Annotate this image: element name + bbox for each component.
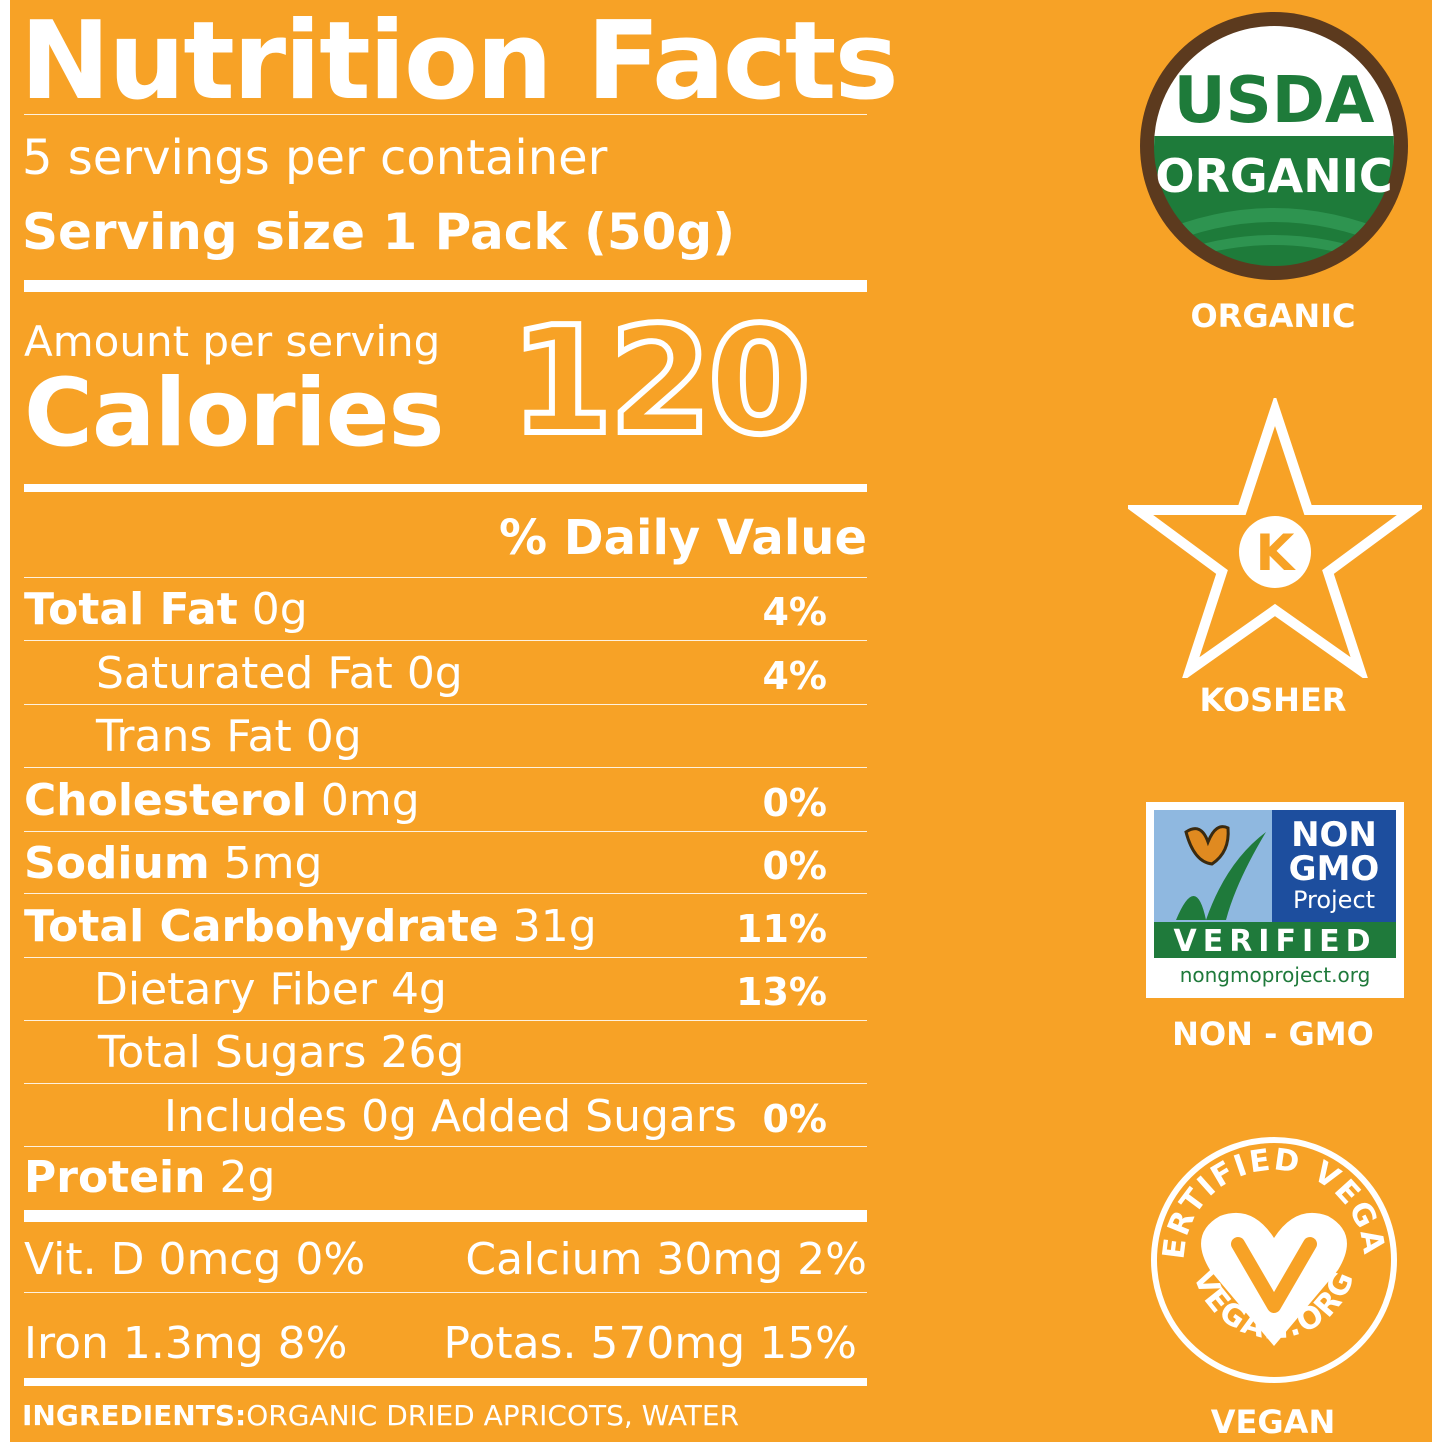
ingredients: INGREDIENTS:ORGANIC DRIED APRICOTS, WATE…	[22, 1398, 739, 1434]
nutrient-row-added-sugars: Includes 0g Added Sugars 0%	[24, 1085, 867, 1147]
nutrient-dv: 11%	[736, 907, 827, 951]
nutrient-row-total-sugars: Total Sugars 26g	[24, 1021, 867, 1083]
divider	[24, 114, 867, 115]
kosher-caption: KOSHER	[1199, 681, 1347, 719]
project-text: Project	[1293, 886, 1375, 914]
usda-text: USDA	[1174, 64, 1375, 138]
kosher-letter: K	[1256, 524, 1297, 582]
serving-size: Serving size 1 Pack (50g)	[22, 202, 735, 262]
divider	[24, 577, 867, 578]
nutrient-name: Includes 0g Added Sugars	[164, 1091, 737, 1142]
nutrient-name: Dietary Fiber	[94, 964, 377, 1015]
nutrient-amount: 4g	[390, 964, 447, 1015]
certified-vegan-icon: CERTIFIED VEGAN VEGAN.ORG	[1148, 1134, 1397, 1383]
nutrient-row-dietary-fiber: Dietary Fiber 4g 13%	[24, 958, 867, 1020]
divider	[24, 767, 867, 768]
calories-value: 120	[507, 295, 814, 467]
thick-divider	[24, 280, 867, 292]
nutrient-row-protein: Protein 2g	[24, 1146, 867, 1208]
nutrient-name: Trans Fat	[96, 711, 292, 762]
divider	[24, 831, 867, 832]
nutrient-name: Sodium	[24, 838, 210, 889]
nutrient-row-total-fat: Total Fat 0g 4%	[24, 578, 867, 640]
nutrition-facts-title: Nutrition Facts	[20, 0, 899, 124]
nongmo-url-text: nongmoproject.org	[1180, 963, 1371, 987]
nutrient-name: Total Fat	[24, 584, 238, 635]
vitamin-d: Vit. D 0mcg 0%	[24, 1234, 366, 1285]
serving-size-label: Serving size	[22, 203, 366, 261]
calories-label: Calories	[24, 359, 444, 468]
divider	[24, 704, 867, 705]
thick-divider	[24, 1210, 867, 1222]
kosher-star-icon: K	[1128, 398, 1422, 678]
nutrient-dv: 4%	[762, 590, 827, 634]
medium-divider	[24, 1378, 867, 1386]
potassium: Potas. 570mg 15%	[443, 1318, 857, 1369]
non-text: NON	[1291, 815, 1377, 855]
vegan-caption: VEGAN	[1210, 1403, 1336, 1441]
nutrient-amount: 5mg	[223, 838, 323, 889]
nutrient-name: Cholesterol	[24, 775, 307, 826]
divider	[24, 640, 867, 641]
nutrient-name: Protein	[24, 1152, 206, 1203]
nutrient-row-trans-fat: Trans Fat 0g	[24, 705, 867, 767]
nutrient-amount: 0g	[305, 711, 362, 762]
nutrient-row-saturated-fat: Saturated Fat 0g 4%	[24, 642, 867, 704]
ingredients-value: ORGANIC DRIED APRICOTS, WATER	[246, 1399, 740, 1432]
nutrient-amount: 0g	[251, 584, 308, 635]
divider	[24, 1146, 867, 1147]
divider	[24, 1083, 867, 1084]
nutrient-amount: 26g	[380, 1027, 465, 1078]
medium-divider	[24, 484, 867, 492]
ingredients-label: INGREDIENTS:	[22, 1399, 247, 1432]
divider	[24, 1292, 867, 1293]
nutrient-name: Total Carbohydrate	[24, 901, 499, 952]
organic-text: ORGANIC	[1155, 149, 1392, 203]
nutrient-row-total-carbohydrate: Total Carbohydrate 31g 11%	[24, 895, 867, 957]
calcium: Calcium 30mg 2%	[465, 1234, 867, 1285]
usda-organic-seal-icon: USDA ORGANIC	[1140, 12, 1408, 280]
divider	[24, 957, 867, 958]
nutrient-amount: 0mg	[320, 775, 420, 826]
nutrient-row-cholesterol: Cholesterol 0mg 0%	[24, 769, 867, 831]
gmo-text: GMO	[1289, 849, 1380, 889]
nutrient-dv: 0%	[762, 844, 827, 888]
nutrition-panel: Nutrition Facts 5 servings per container…	[10, 0, 1432, 1442]
nutrient-dv: 4%	[762, 654, 827, 698]
nutrient-amount: 0g	[406, 648, 463, 699]
non-gmo-project-icon: NON GMO Project VERIFIED nongmoproject.o…	[1146, 802, 1404, 998]
nutrient-amount: 2g	[219, 1152, 276, 1203]
divider	[24, 1020, 867, 1021]
nutrient-dv: 0%	[762, 1097, 827, 1141]
non-gmo-caption: NON - GMO	[1172, 1015, 1374, 1053]
amount-per-serving: Amount per serving	[24, 317, 441, 366]
nutrient-name: Saturated Fat	[96, 648, 393, 699]
nutrient-dv: 0%	[762, 781, 827, 825]
nutrient-row-sodium: Sodium 5mg 0%	[24, 832, 867, 894]
daily-value-header: % Daily Value	[498, 510, 867, 566]
verified-text: VERIFIED	[1173, 924, 1376, 959]
nutrient-amount: 31g	[512, 901, 597, 952]
divider	[24, 893, 867, 894]
organic-caption: ORGANIC	[1190, 297, 1356, 335]
iron: Iron 1.3mg 8%	[24, 1318, 348, 1369]
nutrient-name: Total Sugars	[98, 1027, 367, 1078]
nutrient-dv: 13%	[736, 970, 827, 1014]
servings-per-container: 5 servings per container	[22, 130, 608, 186]
serving-size-value: 1 Pack (50g)	[382, 203, 736, 261]
